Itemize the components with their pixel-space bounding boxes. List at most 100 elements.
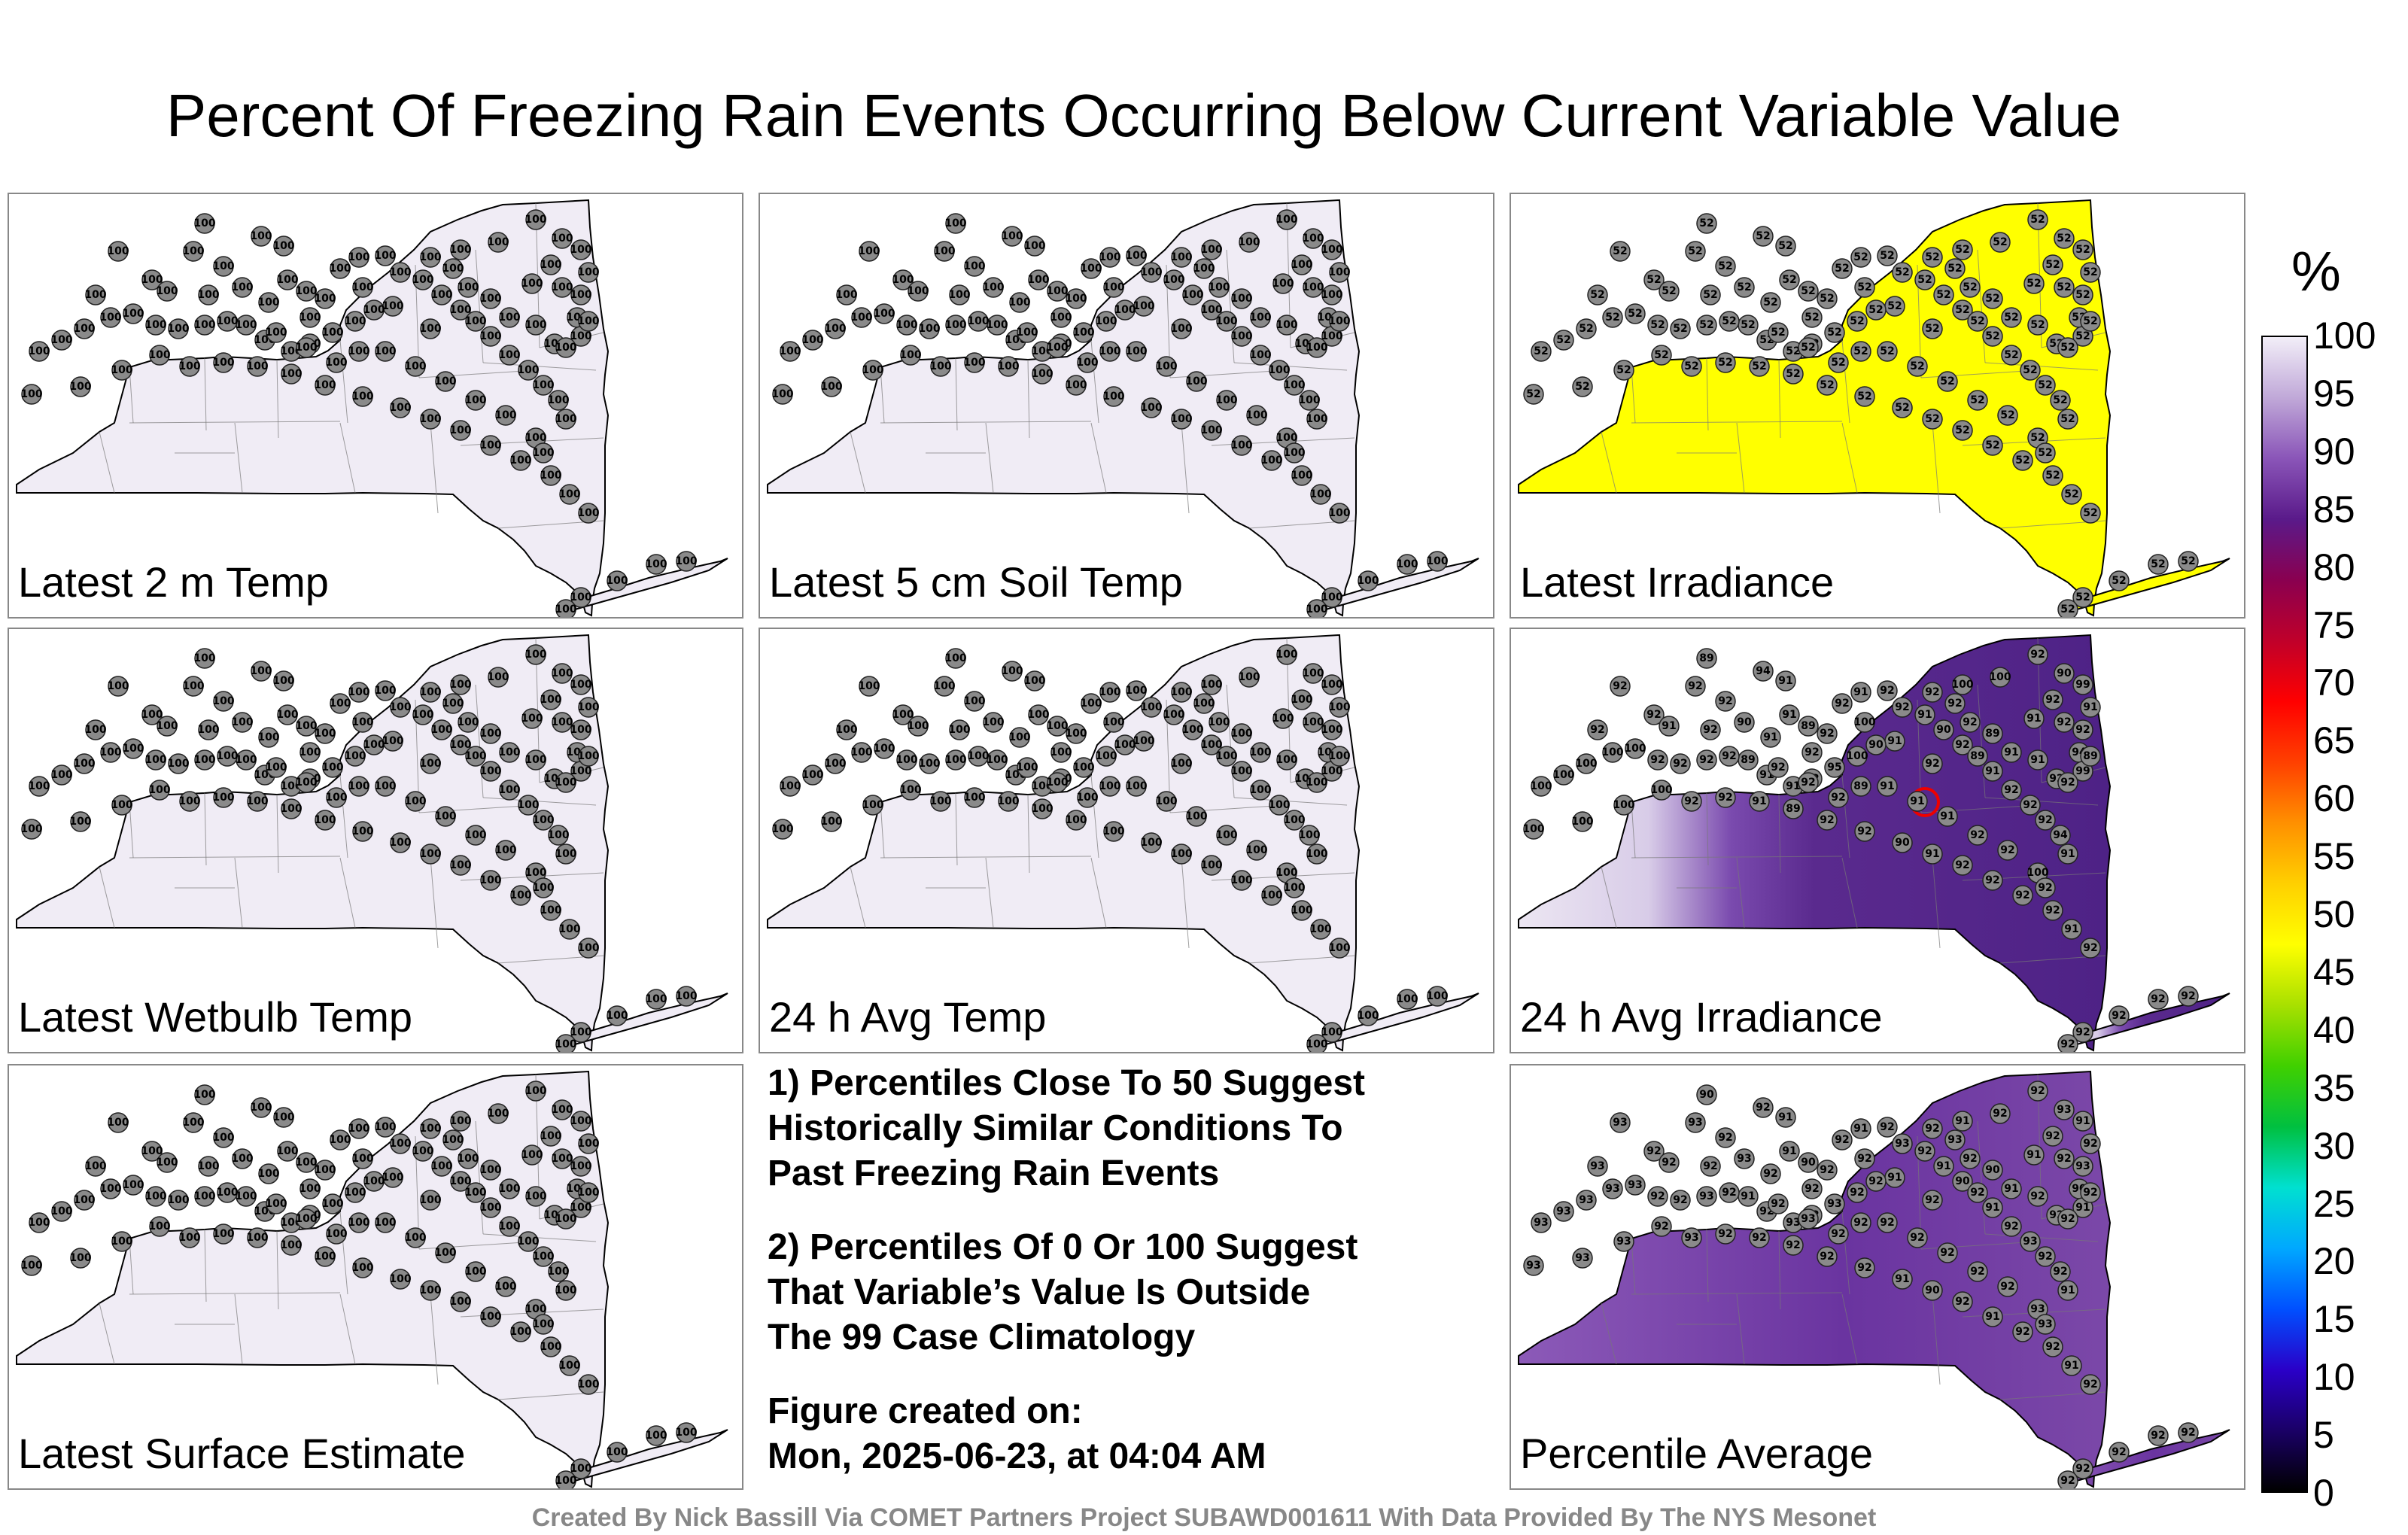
station-marker: 89 (1696, 648, 1717, 669)
station-marker: 92 (1753, 1097, 1774, 1118)
svg-text:100: 100 (570, 244, 591, 256)
station-marker: 100 (99, 1178, 122, 1199)
svg-text:100: 100 (862, 364, 883, 376)
svg-text:90: 90 (1925, 1284, 1940, 1296)
station-marker: 100 (532, 810, 555, 831)
svg-text:100: 100 (419, 1123, 441, 1135)
station-marker: 100 (1102, 386, 1125, 407)
svg-text:100: 100 (487, 1108, 509, 1120)
station-marker: 100 (325, 352, 348, 373)
station-marker: 92 (2072, 1458, 2093, 1479)
station-marker: 100 (389, 697, 412, 718)
svg-text:91: 91 (1853, 1123, 1868, 1135)
svg-text:100: 100 (464, 750, 486, 762)
svg-text:100: 100 (1328, 266, 1350, 278)
svg-text:52: 52 (2038, 447, 2052, 459)
svg-text:100: 100 (1249, 746, 1271, 758)
svg-text:92: 92 (1970, 1187, 1984, 1199)
station-marker: 100 (517, 795, 540, 816)
station-marker: 100 (1328, 697, 1351, 718)
svg-text:52: 52 (2038, 379, 2052, 391)
svg-text:100: 100 (1302, 233, 1324, 245)
svg-text:92: 92 (2015, 1326, 2029, 1338)
station-marker: 100 (325, 787, 348, 808)
svg-text:100: 100 (314, 293, 336, 305)
county-boundary (475, 249, 484, 363)
svg-text:100: 100 (351, 825, 373, 837)
station-marker: 91 (2023, 1144, 2045, 1166)
station-marker: 91 (1937, 806, 1958, 827)
state-outline (16, 199, 610, 617)
svg-text:52: 52 (1947, 263, 1962, 275)
svg-text:52: 52 (1590, 289, 1604, 301)
station-marker: 100 (212, 1223, 235, 1245)
svg-text:100: 100 (212, 1132, 234, 1144)
station-marker: 100 (382, 1167, 404, 1188)
svg-text:91: 91 (1940, 810, 1954, 822)
svg-text:100: 100 (907, 720, 929, 732)
station-marker: 100 (532, 375, 555, 396)
colorbar-tick-label: 60 (2313, 777, 2355, 820)
station-marker: 100 (944, 315, 967, 336)
svg-text:100: 100 (449, 304, 471, 316)
svg-text:100: 100 (675, 990, 697, 1002)
station-marker: 52 (2080, 503, 2101, 524)
station-marker: 100 (107, 676, 129, 697)
station-marker: 90 (1798, 1152, 1819, 1173)
svg-text:100: 100 (442, 698, 464, 710)
station-marker: 100 (457, 1148, 479, 1169)
station-marker: 100 (551, 277, 573, 298)
station-marker: 52 (1625, 303, 1646, 324)
svg-text:92: 92 (1925, 758, 1939, 770)
svg-text:91: 91 (2075, 1115, 2090, 1127)
svg-text:100: 100 (1001, 665, 1023, 677)
svg-text:93: 93 (1895, 1138, 1909, 1150)
station-marker: 90 (1865, 734, 1887, 755)
svg-text:100: 100 (963, 260, 985, 272)
station-marker: 100 (1027, 704, 1050, 725)
station-marker: 92 (2178, 986, 2199, 1007)
station-marker: 100 (558, 919, 581, 940)
station-marker: 100 (193, 1186, 216, 1207)
svg-text:100: 100 (231, 1153, 253, 1165)
svg-text:92: 92 (2045, 694, 2060, 706)
svg-text:100: 100 (382, 735, 403, 747)
svg-text:100: 100 (412, 1145, 433, 1157)
svg-text:100: 100 (963, 357, 985, 369)
county-boundary (1181, 422, 1190, 514)
svg-text:52: 52 (1970, 315, 1984, 327)
svg-text:92: 92 (1835, 1134, 1849, 1146)
svg-text:52: 52 (2060, 413, 2075, 425)
svg-text:100: 100 (1170, 251, 1192, 263)
station-marker: 100 (442, 1129, 464, 1150)
station-marker: 52 (1933, 284, 1954, 305)
station-marker: 92 (1647, 749, 1668, 771)
svg-text:92: 92 (1654, 1220, 1668, 1233)
station-marker: 100 (1298, 390, 1321, 411)
station-marker: 100 (645, 554, 667, 575)
station-marker: 100 (389, 1133, 412, 1154)
county-boundary (955, 792, 958, 866)
station-marker: 100 (498, 742, 521, 763)
svg-text:100: 100 (1552, 769, 1574, 781)
svg-text:100: 100 (1396, 558, 1418, 570)
svg-text:100: 100 (1249, 349, 1271, 361)
station-marker: 100 (50, 330, 73, 351)
station-marker: 91 (2001, 742, 2022, 763)
svg-text:100: 100 (457, 716, 479, 728)
station-marker: 100 (498, 780, 521, 801)
county-boundary (430, 422, 439, 514)
county-boundary (985, 422, 994, 494)
svg-text:52: 52 (1654, 349, 1668, 361)
svg-text:52: 52 (2026, 278, 2041, 290)
station-marker: 100 (555, 1208, 577, 1230)
svg-text:100: 100 (479, 1202, 501, 1214)
station-marker: 52 (1523, 384, 1544, 405)
county-boundary (276, 359, 279, 439)
svg-text:100: 100 (551, 281, 573, 293)
station-marker: 92 (2035, 1246, 2056, 1267)
station-marker: 91 (2057, 1280, 2078, 1301)
station-marker: 52 (1847, 311, 1868, 332)
station-marker: 100 (197, 1156, 220, 1177)
figure-title: Percent Of Freezing Rain Events Occurrin… (166, 82, 2122, 149)
